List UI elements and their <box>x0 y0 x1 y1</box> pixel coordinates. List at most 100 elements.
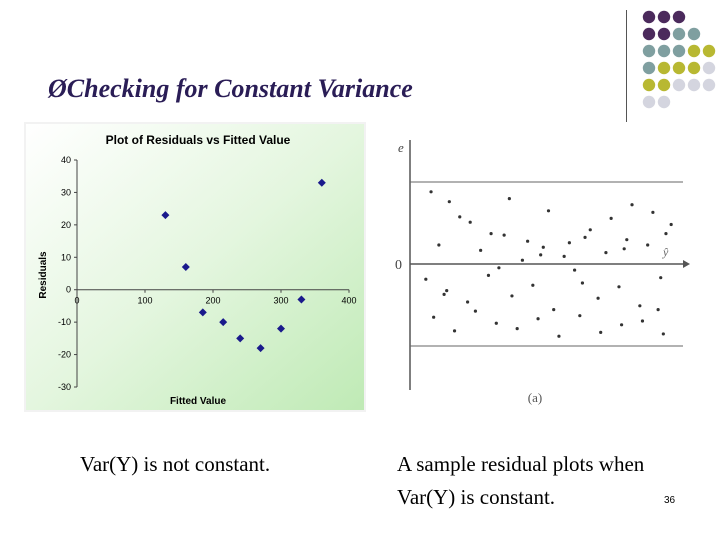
data-point <box>497 266 501 270</box>
data-point <box>181 263 190 272</box>
y-tick-label: 10 <box>61 252 71 262</box>
x-tick-label: 400 <box>341 296 356 306</box>
data-point <box>429 190 433 194</box>
x-tick-label: 300 <box>273 296 288 306</box>
decorative-dot <box>642 27 656 41</box>
decorative-dot <box>642 61 656 75</box>
chart-title: Plot of Residuals vs Fitted Value <box>106 133 291 147</box>
data-point <box>479 248 483 252</box>
data-point <box>578 314 582 318</box>
data-point <box>507 197 511 201</box>
x-tick-label: 200 <box>205 296 220 306</box>
decorative-dot <box>672 44 686 58</box>
data-point <box>447 200 451 204</box>
constant-variance-residual-plot: e 0 ŷ (a) <box>395 140 690 405</box>
data-point <box>452 329 457 333</box>
data-point <box>161 211 170 220</box>
title-text: Checking for Constant Variance <box>66 74 413 103</box>
data-point <box>442 292 446 296</box>
data-point <box>651 210 655 214</box>
data-point <box>656 308 660 312</box>
data-point <box>526 239 530 243</box>
data-point <box>494 321 498 325</box>
data-point <box>562 254 566 258</box>
data-point <box>604 251 608 255</box>
e-axis-label: e <box>398 140 404 155</box>
data-point <box>573 268 577 272</box>
data-point <box>599 330 603 334</box>
decorative-dot <box>702 44 716 58</box>
data-point <box>588 228 592 232</box>
data-point <box>432 315 436 319</box>
data-point <box>619 323 624 327</box>
data-point <box>256 344 265 353</box>
y-tick-label: 40 <box>61 155 71 165</box>
decorative-dot <box>657 10 671 24</box>
data-point <box>520 258 524 262</box>
chart-area-background <box>26 124 364 410</box>
axis-arrow-icon <box>683 260 690 268</box>
data-point <box>630 203 634 207</box>
decorative-dot <box>657 27 671 41</box>
y-tick-label: -30 <box>58 382 71 392</box>
page-title: ØChecking for Constant Variance <box>48 74 413 104</box>
slide-number: 36 <box>664 495 676 506</box>
caption-left: Var(Y) is not constant. <box>80 452 271 476</box>
data-point <box>659 276 663 280</box>
data-point <box>638 304 642 308</box>
decorative-dot <box>687 44 701 58</box>
zero-label: 0 <box>395 258 402 273</box>
data-point <box>219 318 228 327</box>
decorative-dot <box>657 44 671 58</box>
decorative-dot <box>702 78 716 92</box>
x-tick-label: 0 <box>74 296 79 306</box>
data-point <box>609 216 613 220</box>
data-point <box>580 281 585 285</box>
caption-right-line2: Var(Y) is constant. <box>397 485 556 509</box>
data-point <box>515 327 519 331</box>
data-point <box>617 285 621 289</box>
data-point <box>489 232 493 236</box>
caption-right-line1: A sample residual plots when <box>397 452 645 476</box>
data-point <box>546 209 551 213</box>
decorative-dot <box>642 44 656 58</box>
data-point <box>646 243 650 247</box>
data-point <box>424 277 428 281</box>
data-point <box>437 243 441 247</box>
data-point <box>317 178 326 187</box>
data-point <box>640 319 645 323</box>
decorative-dot <box>687 78 701 92</box>
data-point <box>445 289 449 293</box>
y-tick-label: 30 <box>61 187 71 197</box>
yhat-axis-label: ŷ <box>662 245 669 259</box>
data-point <box>468 220 472 224</box>
decorative-dot-grid <box>642 10 716 109</box>
decorative-dot <box>672 78 686 92</box>
data-point <box>531 283 535 287</box>
data-point <box>596 296 600 300</box>
data-point <box>539 253 543 257</box>
decorative-dot <box>672 61 686 75</box>
decorative-dot <box>657 95 671 109</box>
data-point <box>661 332 665 336</box>
decorative-dot <box>642 78 656 92</box>
data-point <box>198 308 207 317</box>
data-point <box>486 273 491 277</box>
data-point <box>297 295 306 304</box>
title-bullet-icon: Ø <box>48 74 67 103</box>
decorative-dot <box>657 61 671 75</box>
decorative-dot <box>672 27 686 41</box>
data-point <box>536 317 540 321</box>
x-axis-label: Fitted Value <box>170 396 227 407</box>
decorative-divider <box>626 10 627 122</box>
decorative-dot <box>642 95 656 109</box>
decorative-dot <box>657 78 671 92</box>
data-point <box>277 324 285 333</box>
y-tick-label: 0 <box>66 285 71 295</box>
data-point <box>669 222 673 227</box>
x-tick-label: 100 <box>137 296 152 306</box>
data-point <box>236 334 245 343</box>
data-point <box>541 245 545 249</box>
data-point <box>458 215 462 219</box>
y-tick-label: -10 <box>58 317 71 327</box>
